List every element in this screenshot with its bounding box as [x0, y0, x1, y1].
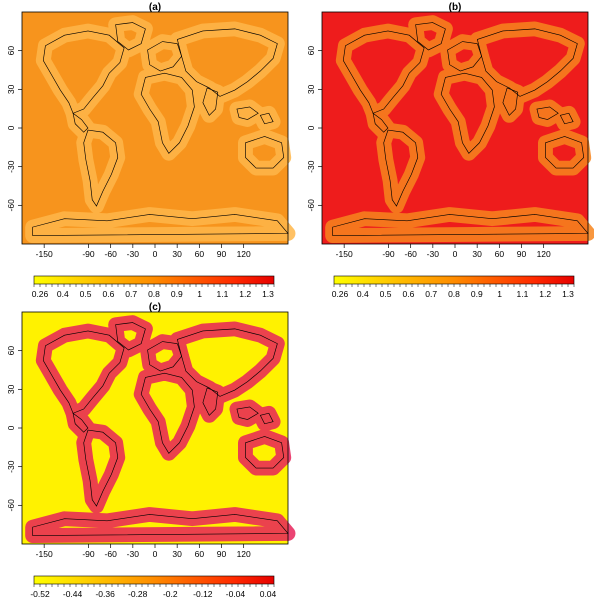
y-tick-label: 60 — [6, 346, 16, 356]
x-tick-label: 0 — [453, 249, 458, 259]
colorbar-tick-label: 1.3 — [562, 289, 574, 299]
panel-label: (a) — [149, 2, 161, 13]
x-tick-label: -60 — [405, 249, 418, 259]
colorbar — [33, 575, 275, 585]
colorbar-tick-label: 0.26 — [32, 289, 49, 299]
x-tick-label: -150 — [36, 549, 53, 559]
y-tick-label: 30 — [306, 84, 316, 94]
x-tick-label: -90 — [82, 249, 95, 259]
x-tick-label: -30 — [427, 249, 440, 259]
y-tick-label: 0 — [6, 425, 16, 430]
colorbar-tick-label: 1.1 — [516, 289, 528, 299]
x-tick-label: 30 — [172, 249, 182, 259]
colorbar-tick-label: 1.3 — [262, 289, 274, 299]
x-tick-label: -60 — [105, 549, 118, 559]
y-tick-label: 30 — [6, 384, 16, 394]
colorbar-tick-label: 0.6 — [102, 289, 114, 299]
x-tick-label: 30 — [172, 549, 182, 559]
y-tick-label: -30 — [6, 160, 16, 173]
x-tick-label: 60 — [195, 249, 205, 259]
colorbar-tick-label: 0.7 — [425, 289, 437, 299]
colorbar-tick-label: 1.1 — [216, 289, 228, 299]
x-tick-label: 90 — [217, 549, 227, 559]
y-tick-label: 60 — [6, 46, 16, 56]
y-tick-label: 0 — [306, 125, 316, 130]
colorbar-tick-label: 1.2 — [239, 289, 251, 299]
y-tick-label: 30 — [6, 84, 16, 94]
y-tick-label: -60 — [6, 199, 16, 212]
y-tick-label: -30 — [6, 460, 16, 473]
panel-label: (c) — [149, 302, 161, 313]
x-tick-label: 0 — [153, 249, 158, 259]
colorbar-tick-label: -0.2 — [163, 589, 178, 599]
x-tick-label: 60 — [195, 549, 205, 559]
colorbar-tick-label: 0.5 — [80, 289, 92, 299]
colorbar — [333, 275, 575, 285]
colorbar-tick-label: -0.36 — [95, 589, 115, 599]
y-tick-label: -60 — [306, 199, 316, 212]
x-tick-label: 90 — [517, 249, 527, 259]
x-tick-label: 90 — [217, 249, 227, 259]
colorbar-tick-label: 0.9 — [171, 289, 183, 299]
colorbar-tick-label: 0.04 — [260, 589, 277, 599]
y-tick-label: -30 — [306, 160, 316, 173]
colorbar-tick-label: 0.4 — [57, 289, 69, 299]
panel-label: (b) — [449, 2, 462, 13]
x-tick-label: -90 — [82, 549, 95, 559]
colorbar — [33, 275, 275, 285]
colorbar-tick-label: 0.8 — [148, 289, 160, 299]
colorbar-tick-label: 1 — [197, 289, 202, 299]
x-tick-label: -30 — [127, 249, 140, 259]
colorbar-tick-label: -0.04 — [226, 589, 246, 599]
x-tick-label: -90 — [382, 249, 395, 259]
x-tick-label: 120 — [537, 249, 551, 259]
x-tick-label: 60 — [495, 249, 505, 259]
y-tick-label: 60 — [306, 46, 316, 56]
colorbar-tick-label: 0.26 — [332, 289, 349, 299]
x-tick-label: 120 — [237, 249, 251, 259]
x-tick-label: 120 — [237, 549, 251, 559]
y-tick-label: -60 — [6, 499, 16, 512]
x-tick-label: 30 — [472, 249, 482, 259]
colorbar-tick-label: 0.4 — [357, 289, 369, 299]
x-tick-label: -60 — [105, 249, 118, 259]
colorbar-tick-label: 0.6 — [402, 289, 414, 299]
colorbar-tick-label: 1 — [497, 289, 502, 299]
x-tick-label: -150 — [336, 249, 353, 259]
colorbar-tick-label: 0.5 — [380, 289, 392, 299]
colorbar-tick-label: 0.7 — [125, 289, 137, 299]
colorbar-tick-label: -0.28 — [128, 589, 148, 599]
panel-c: (c) -150 -90 -60 -30 0 30 60 90 120 60 30 0 -30 -60 -0.… — [6, 302, 288, 599]
panel-b: (b) -150 -90 -60 -30 0 30 60 90 120 60 30 0 -30 -60 0.2… — [306, 2, 588, 299]
panel-a: (a) -150 -90 -60 -30 0 30 60 90 120 60 30 0 -30 -60 0.2… — [6, 2, 288, 299]
y-tick-label: 0 — [6, 125, 16, 130]
colorbar-tick-label: -0.12 — [193, 589, 213, 599]
x-tick-label: -150 — [36, 249, 53, 259]
x-tick-label: -30 — [127, 549, 140, 559]
colorbar-tick-label: -0.52 — [30, 589, 50, 599]
x-tick-label: 0 — [153, 549, 158, 559]
colorbar-tick-label: 0.8 — [448, 289, 460, 299]
colorbar-tick-label: 0.9 — [471, 289, 483, 299]
colorbar-tick-label: 1.2 — [539, 289, 551, 299]
colorbar-tick-label: -0.44 — [63, 589, 83, 599]
